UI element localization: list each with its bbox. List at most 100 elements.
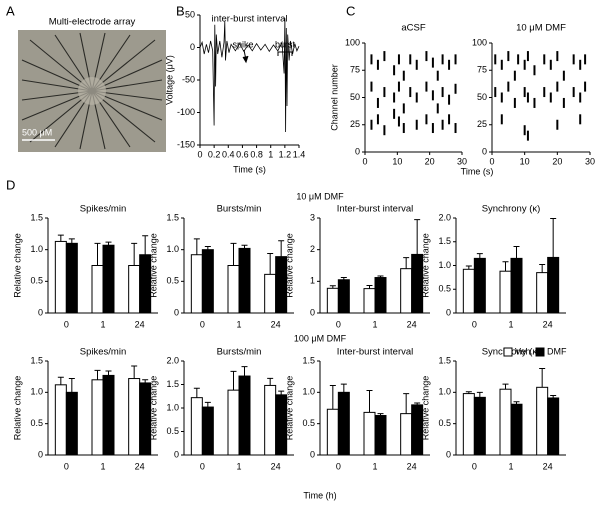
y-tick-label: 0 (190, 42, 195, 52)
y-tick-label: 1.5 (438, 236, 451, 246)
bar (547, 256, 560, 314)
bar (190, 397, 203, 456)
error-bar (539, 368, 546, 388)
bar (510, 257, 523, 314)
error-bar (94, 242, 101, 266)
bar (374, 277, 387, 314)
x-tick-label: 24 (543, 461, 553, 471)
y-tick-label: 100 (472, 37, 487, 47)
y-tick-label: 75 (350, 65, 360, 75)
y-tick-label: 1.0 (302, 387, 315, 397)
y-tick-label: 0 (174, 449, 179, 459)
bar (65, 242, 78, 314)
x-tick-label: 24 (135, 319, 145, 329)
bar (536, 386, 549, 456)
y-tick-label: 2 (310, 244, 315, 254)
x-tick-label: 1 (236, 319, 241, 329)
y-tick-label: 0 (446, 449, 451, 459)
error-bar (550, 217, 557, 258)
panel-label: A (6, 3, 15, 18)
x-tick-label: 20 (425, 156, 435, 166)
x-tick-label: 24 (271, 319, 281, 329)
y-tick-label: 0 (310, 449, 315, 459)
error-bar (513, 246, 520, 259)
y-tick-label: 0 (38, 307, 43, 317)
error-bar (230, 242, 237, 266)
trace (199, 18, 300, 133)
x-tick-label: 10 (392, 156, 402, 166)
error-bar (267, 377, 274, 386)
chart-title: inter-burst interval (211, 14, 287, 25)
group-title: 10 μM DMF (296, 191, 344, 201)
x-tick-label: 1 (508, 461, 513, 471)
y-tick-label: 75 (477, 65, 487, 75)
x-tick-label: 0.2 (208, 149, 221, 159)
y-tick-label: 0 (446, 307, 451, 317)
bar (547, 397, 560, 456)
y-tick-label: 1.5 (30, 355, 43, 365)
image-title: Multi-electrode array (49, 17, 136, 28)
bar (473, 257, 486, 314)
error-bar (366, 284, 373, 289)
x-tick-label: 1 (100, 319, 105, 329)
bar (227, 389, 240, 456)
y-tick-label: 1.0 (438, 260, 451, 270)
error-bar (267, 252, 274, 275)
chart-title: Bursts/min (217, 204, 262, 215)
bar (65, 391, 78, 456)
y-tick-label: 3 (310, 212, 315, 222)
y-axis-label: Relative change (284, 233, 294, 298)
x-tick-label: 1 (100, 461, 105, 471)
error-bar (204, 401, 211, 408)
legend-swatch (503, 347, 513, 357)
error-bar (57, 376, 64, 385)
chart-title: Inter-burst interval (337, 347, 414, 358)
x-tick-label: 1.4 (293, 149, 306, 159)
chart-title: Inter-burst interval (337, 204, 414, 215)
x-tick-label: 1 (268, 149, 273, 159)
bar (102, 244, 115, 314)
y-tick-label: 0 (482, 146, 487, 156)
x-tick-label: 1 (236, 461, 241, 471)
x-tick-label: 0 (489, 156, 494, 166)
bar (510, 403, 523, 456)
x-tick-label: 0 (336, 461, 341, 471)
error-bar (204, 246, 211, 250)
bar (499, 270, 512, 314)
y-tick-label: 1.5 (438, 355, 451, 365)
x-tick-label: 20 (552, 156, 562, 166)
y-tick-label: 0.5 (166, 426, 179, 436)
bar (201, 249, 214, 314)
y-tick-label: -50 (182, 74, 195, 84)
y-axis-label: Relative change (12, 376, 22, 441)
legend-swatch (535, 347, 545, 357)
chart-title: Bursts/min (217, 347, 262, 358)
error-bar (278, 390, 285, 395)
x-tick-label: 1 (508, 319, 513, 329)
bar (400, 413, 413, 456)
error-bar (142, 379, 149, 383)
error-bar (366, 389, 373, 413)
y-axis-label: Channel number (329, 64, 339, 131)
y-tick-label: 50 (185, 9, 195, 19)
bar (275, 394, 288, 456)
error-bar (329, 384, 336, 410)
error-bar (68, 378, 75, 393)
panel-label: D (6, 177, 15, 192)
x-tick-label: 24 (407, 461, 417, 471)
y-tick-label: 1.0 (166, 244, 179, 254)
chart-title: Synchrony (κ) (482, 204, 541, 215)
bar (227, 265, 240, 314)
error-bar (476, 391, 483, 398)
scale-bar-label: 500 μM (22, 127, 52, 137)
error-bar (414, 219, 421, 255)
error-bar (131, 365, 138, 379)
y-axis-label: Voltage (μV) (164, 55, 174, 105)
y-tick-label: 0.5 (438, 418, 451, 428)
bar (91, 379, 104, 456)
legend-label: Veh. (515, 346, 533, 356)
error-bar (340, 383, 347, 393)
panel-label: B (176, 3, 185, 18)
